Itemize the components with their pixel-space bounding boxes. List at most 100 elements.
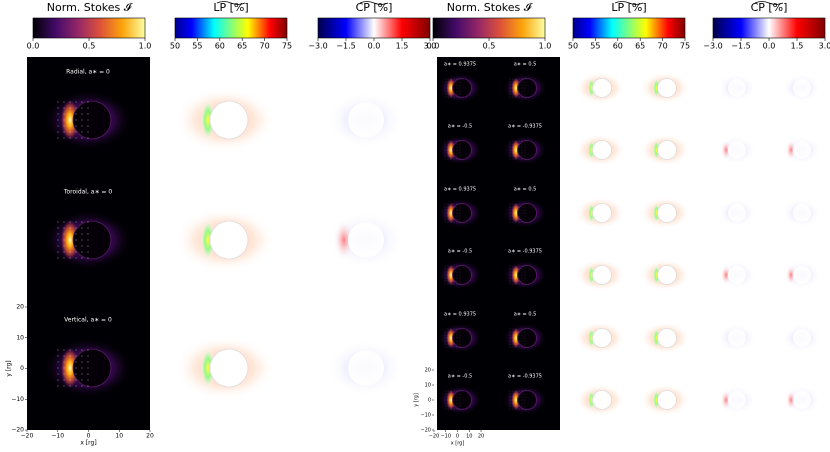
- pol-tick: [515, 87, 517, 89]
- pol-tick: [512, 209, 514, 211]
- pol-tick: [521, 274, 523, 276]
- pol-tick: [57, 137, 59, 139]
- pol-tick: [521, 93, 523, 95]
- pol-tick: [69, 251, 71, 253]
- lp-shadow: [657, 203, 677, 223]
- pol-tick: [515, 408, 517, 410]
- shadow: [72, 220, 112, 260]
- pol-tick: [75, 349, 77, 351]
- pol-tick: [447, 221, 449, 223]
- pol-tick: [515, 268, 517, 270]
- lp-shadow: [592, 78, 612, 98]
- shadow: [517, 78, 537, 98]
- pol-tick: [456, 90, 458, 92]
- pol-tick: [453, 265, 455, 267]
- pol-tick: [512, 277, 514, 279]
- pol-tick: [453, 393, 455, 395]
- pol-tick: [521, 90, 523, 92]
- pol-tick: [515, 140, 517, 142]
- pol-tick: [63, 239, 65, 241]
- pol-tick: [515, 215, 517, 217]
- x-axis-label: x [rg]: [80, 440, 96, 447]
- x-axis-label: x [rg]: [451, 441, 465, 447]
- x-tick-label: 20: [146, 433, 154, 440]
- panel-label: Radial, a∗ = 0: [66, 69, 110, 76]
- pol-tick: [524, 283, 526, 285]
- pol-tick: [450, 218, 452, 220]
- pol-tick: [453, 209, 455, 211]
- pol-tick: [456, 393, 458, 395]
- pol-tick: [518, 203, 520, 205]
- pol-tick: [512, 268, 514, 270]
- pol-tick: [518, 81, 520, 83]
- colorbar-tick-label: 0.5: [83, 42, 96, 51]
- pol-tick: [57, 227, 59, 229]
- pol-tick: [57, 367, 59, 369]
- pol-tick: [444, 212, 446, 214]
- pol-tick: [456, 155, 458, 157]
- colorbar-tick-label: 70: [260, 42, 270, 51]
- pol-tick: [447, 206, 449, 208]
- pol-tick: [521, 149, 523, 151]
- pol-tick: [521, 87, 523, 89]
- pol-tick: [81, 373, 83, 375]
- pol-tick: [509, 206, 511, 208]
- pol-tick: [512, 84, 514, 86]
- pol-tick: [444, 96, 446, 98]
- colorbar-tick-label: 55: [590, 42, 600, 51]
- pol-tick: [81, 379, 83, 381]
- lp-ring: [653, 78, 660, 98]
- pol-tick: [69, 239, 71, 241]
- pol-tick: [81, 107, 83, 109]
- pol-tick: [512, 152, 514, 154]
- pol-tick: [515, 206, 517, 208]
- pol-tick: [447, 334, 449, 336]
- pol-tick: [444, 209, 446, 211]
- pol-tick: [509, 274, 511, 276]
- pol-tick: [447, 78, 449, 80]
- pol-tick: [524, 90, 526, 92]
- pol-tick: [524, 265, 526, 267]
- pol-tick: [69, 119, 71, 121]
- pol-tick: [521, 81, 523, 83]
- pol-tick: [75, 385, 77, 387]
- cp-shadow: [728, 329, 746, 347]
- pol-tick: [75, 251, 77, 253]
- pol-tick: [521, 405, 523, 407]
- colorbar-title: Norm. Stokes 𝓘: [447, 1, 533, 14]
- pol-tick: [87, 233, 89, 235]
- pol-tick: [75, 239, 77, 241]
- pol-tick: [459, 152, 461, 154]
- pol-tick: [459, 143, 461, 145]
- pol-tick: [456, 158, 458, 160]
- pol-tick: [450, 212, 452, 214]
- lp-shadow: [657, 78, 677, 98]
- pol-tick: [69, 221, 71, 223]
- pol-tick: [444, 346, 446, 348]
- pol-tick: [459, 84, 461, 86]
- colorbar-tick-label: 0.0: [27, 42, 40, 51]
- pol-tick: [518, 149, 520, 151]
- pol-tick: [81, 385, 83, 387]
- pol-tick: [459, 328, 461, 330]
- pol-tick: [524, 328, 526, 330]
- lp-ring: [653, 140, 660, 160]
- pol-tick: [87, 373, 89, 375]
- pol-tick: [81, 233, 83, 235]
- pol-tick: [515, 405, 517, 407]
- pol-tick: [512, 218, 514, 220]
- pol-tick: [521, 206, 523, 208]
- x-tick-label: −10: [440, 434, 451, 440]
- pol-tick: [87, 361, 89, 363]
- pol-tick: [450, 402, 452, 404]
- lp-ring: [588, 140, 595, 160]
- pol-tick: [521, 212, 523, 214]
- lp-shadow: [592, 265, 612, 285]
- pol-tick: [69, 101, 71, 103]
- pol-tick: [515, 346, 517, 348]
- pol-tick: [444, 81, 446, 83]
- pol-tick: [524, 93, 526, 95]
- pol-tick: [447, 93, 449, 95]
- pol-tick: [453, 340, 455, 342]
- y-tick-label: 10: [16, 334, 24, 341]
